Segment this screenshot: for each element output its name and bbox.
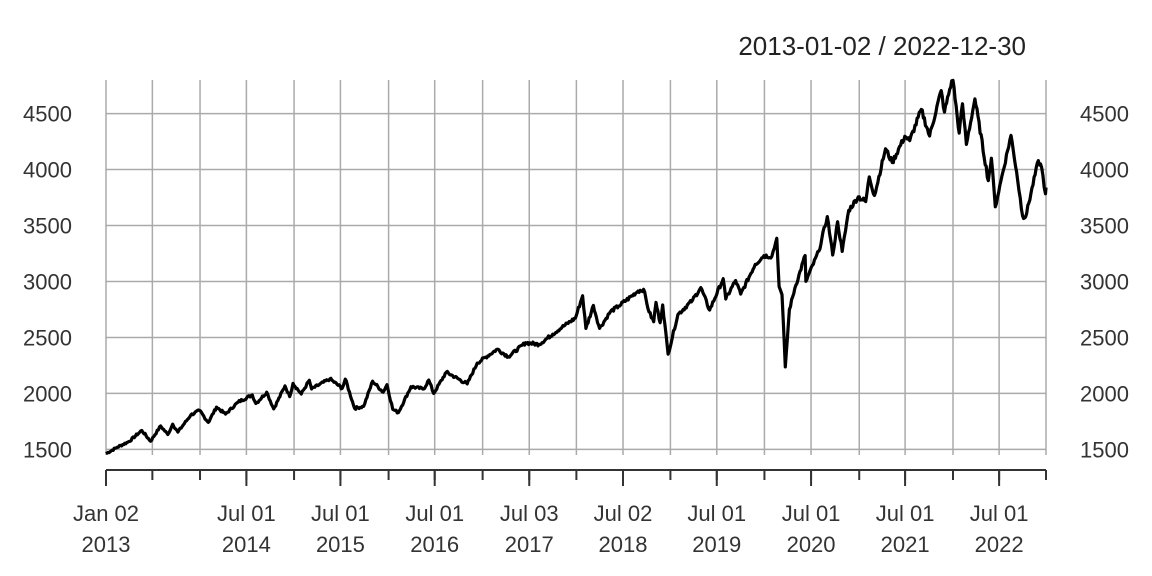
x-tick-label-line2: 2017 <box>505 532 554 557</box>
x-tick-label-line1: Jul 01 <box>311 501 370 526</box>
series-layer <box>105 78 1048 456</box>
y-tick-label-left: 1500 <box>23 437 72 462</box>
y-tick-label-left: 4000 <box>23 158 72 183</box>
x-tick-label-line2: 2018 <box>599 532 648 557</box>
x-tick-label-line1: Jul 01 <box>782 501 841 526</box>
x-tick-label-line2: 2015 <box>316 532 365 557</box>
grid-layer <box>105 80 1047 455</box>
y-tick-label-left: 3500 <box>23 214 72 239</box>
x-tick-label-line2: 2016 <box>410 532 459 557</box>
x-tick-label-line2: 2020 <box>787 532 836 557</box>
x-tick-label-line1: Jul 01 <box>405 501 464 526</box>
x-tick-label-line1: Jul 01 <box>687 501 746 526</box>
y-tick-label-left: 3000 <box>23 269 72 294</box>
y-tick-label-left: 2000 <box>23 381 72 406</box>
y-tick-label-right: 4500 <box>1080 102 1129 127</box>
y-tick-label-right: 1500 <box>1080 437 1129 462</box>
x-tick-label-line2: 2013 <box>82 532 131 557</box>
x-tick-label-line1: Jan 02 <box>73 501 139 526</box>
x-tick-label-line1: Jul 01 <box>217 501 276 526</box>
y-tick-label-right: 2000 <box>1080 381 1129 406</box>
y-tick-label-left: 2500 <box>23 325 72 350</box>
x-tick-label-line2: 2022 <box>975 532 1024 557</box>
x-tick-label-line1: Jul 01 <box>970 501 1029 526</box>
series-line <box>105 78 1048 456</box>
x-tick-label-line1: Jul 01 <box>876 501 935 526</box>
y-tick-label-right: 3000 <box>1080 269 1129 294</box>
x-tick-label-line2: 2014 <box>222 532 271 557</box>
y-tick-label-right: 3500 <box>1080 214 1129 239</box>
y-tick-label-right: 4000 <box>1080 158 1129 183</box>
axis-layer: 1500 1500 2000 2000 2500 2500 3000 3000 3500 3500… <box>23 102 1129 557</box>
x-tick-label-line2: 2021 <box>881 532 930 557</box>
y-tick-label-right: 2500 <box>1080 325 1129 350</box>
x-tick-label-line2: 2019 <box>692 532 741 557</box>
x-tick-label-line1: Jul 03 <box>500 501 559 526</box>
y-tick-label-left: 4500 <box>23 102 72 127</box>
chart-title: 2013-01-02 / 2022-12-30 <box>738 31 1026 61</box>
x-tick-label-line1: Jul 02 <box>594 501 653 526</box>
